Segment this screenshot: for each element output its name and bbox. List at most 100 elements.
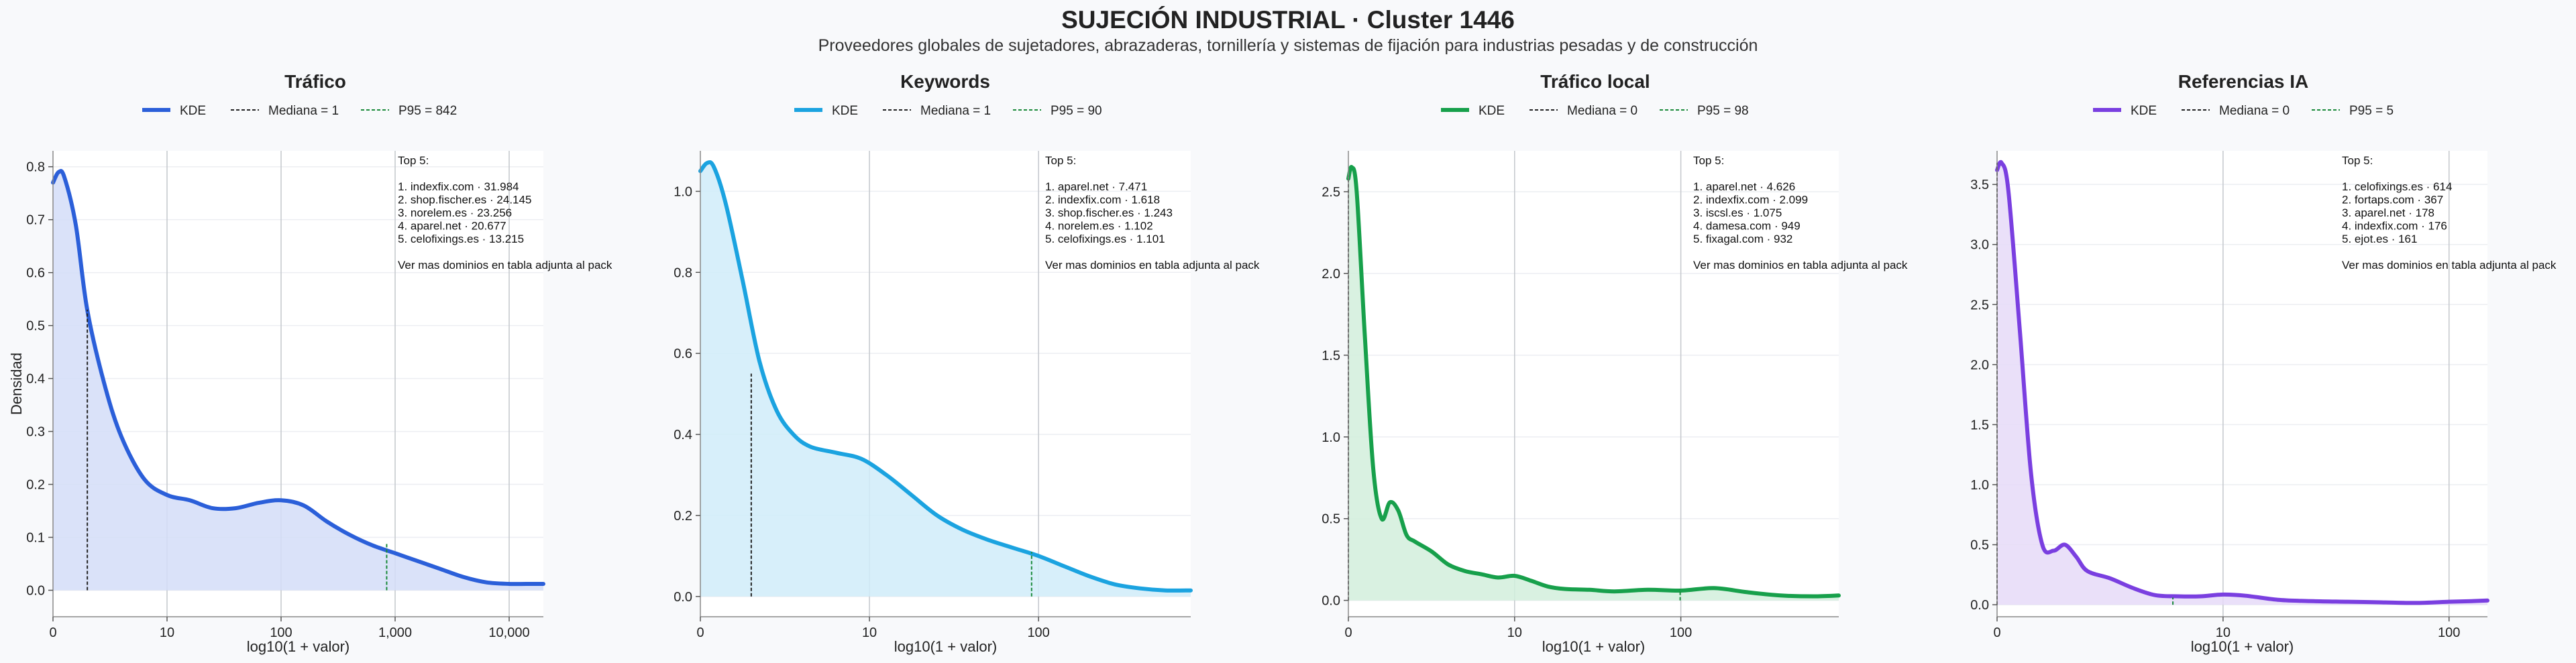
x-tick-label: 100 [1670,625,1692,640]
panel-title: Tráfico [284,71,346,92]
top5-item: 3. aparel.net · 178 [2342,206,2434,219]
y-tick-label: 1.5 [1322,349,1340,363]
x-axis-label: log10(1 + valor) [2191,638,2294,655]
y-tick-label: 0.2 [26,478,45,493]
top5-header: Top 5: [398,154,429,167]
x-tick-label: 0 [696,625,704,640]
top5-item: 4. aparel.net · 20.677 [398,220,506,233]
y-tick-label: 0.6 [26,266,45,281]
x-tick-label: 100 [270,625,292,640]
y-tick-label: 0.7 [26,213,45,228]
top5-header: Top 5: [2342,154,2373,167]
top5-item: 2. indexfix.com · 2.099 [1693,194,1808,206]
plot-area [1997,151,2487,617]
kde-area [53,171,543,591]
top5-item: 3. shop.fischer.es · 1.243 [1045,206,1173,219]
legend-p95-label: P95 = 90 [1051,104,1102,118]
chart-panel-4: Referencias IA KDE Mediana = 0 P95 = 5 0.0 0.… [1970,71,2557,655]
y-tick-label: 1.0 [1970,478,1989,493]
x-tick-label: 10 [2216,625,2231,640]
y-tick-label: 0.0 [26,584,45,599]
legend-median-label: Mediana = 1 [268,104,339,118]
y-tick-label: 2.5 [1970,298,1989,312]
y-tick-label: 1.0 [1322,430,1340,445]
x-axis-label: log10(1 + valor) [894,638,997,655]
figure-title: SUJECIÓN INDUSTRIAL · Cluster 1446 [1061,5,1515,34]
legend-p95-label: P95 = 842 [398,104,457,118]
y-tick-label: 0.3 [26,425,45,440]
chart-panel-1: Tráfico KDE Mediana = 1 P95 = 842 0.0 0.1 0.2 0… [8,71,612,655]
top5-item: 5. celofixings.es · 1.101 [1045,233,1165,245]
top5-item: 1. aparel.net · 7.471 [1045,180,1147,193]
y-tick-label: 0.4 [26,372,45,387]
kde-area [700,162,1191,597]
legend-kde-label: KDE [2131,104,2157,118]
kde-line [698,160,1193,593]
top5-item: 5. fixagal.com · 932 [1693,233,1792,245]
kde-line [1346,165,1841,599]
x-tick-label: 10 [1507,625,1522,640]
y-tick-label: 3.5 [1970,178,1989,192]
y-tick-label: 2.0 [1322,267,1340,282]
top5-item: 2. fortaps.com · 367 [2342,194,2443,206]
y-tick-label: 1.0 [674,184,692,199]
panel-title: Referencias IA [2178,71,2309,92]
y-tick-label: 3.0 [1970,238,1989,253]
y-tick-label: 0.8 [26,160,45,175]
kde-line [51,169,545,587]
legend-kde-label: KDE [180,104,206,118]
x-tick-label: 0 [1993,625,2000,640]
y-tick-label: 1.5 [1970,418,1989,432]
panel-title: Keywords [900,71,990,92]
x-tick-label: 0 [49,625,56,640]
figure-subtitle: Proveedores globales de sujetadores, abr… [818,36,1758,55]
chart-panels: Tráfico KDE Mediana = 1 P95 = 842 0.0 0.1 0.2 0… [8,71,2557,655]
top5-item: 1. indexfix.com · 31.984 [398,180,519,193]
y-tick-label: 0.0 [1322,594,1340,609]
top5-item: 5. celofixings.es · 13.215 [398,233,524,245]
y-tick-label: 0.5 [1970,538,1989,553]
x-tick-label: 10 [160,625,174,640]
top5-item: 2. shop.fischer.es · 24.145 [398,194,531,206]
top5-item: 1. aparel.net · 4.626 [1693,180,1795,193]
y-axis-label: Densidad [8,353,25,415]
top5-item: 5. ejot.es · 161 [2342,233,2417,245]
top5-item: 3. iscsl.es · 1.075 [1693,206,1782,219]
top5-note: Ver mas dominios en tabla adjunta al pac… [1693,259,1908,272]
y-tick-label: 0.8 [674,265,692,280]
kde-area [1348,166,1839,601]
y-tick-label: 0.4 [674,428,692,442]
legend-p95-label: P95 = 5 [2349,104,2394,118]
top5-item: 1. celofixings.es · 614 [2342,180,2452,193]
panel-title: Tráfico local [1540,71,1650,92]
y-tick-label: 2.5 [1322,185,1340,200]
y-tick-label: 0.5 [26,319,45,334]
top5-header: Top 5: [1045,154,1076,167]
chart-panel-2: Keywords KDE Mediana = 1 P95 = 90 0.0 0.2 0.4 0… [674,71,1260,655]
top5-header: Top 5: [1693,154,1724,167]
x-axis-label: log10(1 + valor) [247,638,350,655]
x-tick-label: 10,000 [488,625,529,640]
top5-item: 4. norelem.es · 1.102 [1045,220,1153,233]
y-tick-label: 0.6 [674,347,692,361]
y-tick-label: 0.0 [1970,598,1989,613]
y-tick-label: 0.0 [674,590,692,605]
kde-area [1997,162,2487,605]
kde-line [1995,160,2489,605]
top5-item: 3. norelem.es · 23.256 [398,206,512,219]
top5-item: 4. damesa.com · 949 [1693,220,1801,233]
top5-item: 4. indexfix.com · 176 [2342,220,2447,233]
top5-note: Ver mas dominios en tabla adjunta al pac… [1045,259,1260,272]
legend-median-label: Mediana = 0 [2219,104,2290,118]
legend-median-label: Mediana = 0 [1567,104,1638,118]
x-tick-label: 100 [1027,625,1049,640]
x-tick-label: 0 [1344,625,1352,640]
legend-kde-label: KDE [1479,104,1505,118]
x-tick-label: 10 [862,625,877,640]
top5-note: Ver mas dominios en tabla adjunta al pac… [2342,259,2557,272]
y-tick-label: 0.1 [26,531,45,546]
y-tick-label: 0.2 [674,509,692,524]
chart-panel-3: Tráfico local KDE Mediana = 0 P95 = 98 0.0 0.… [1322,71,1908,655]
top5-item: 2. indexfix.com · 1.618 [1045,194,1160,206]
